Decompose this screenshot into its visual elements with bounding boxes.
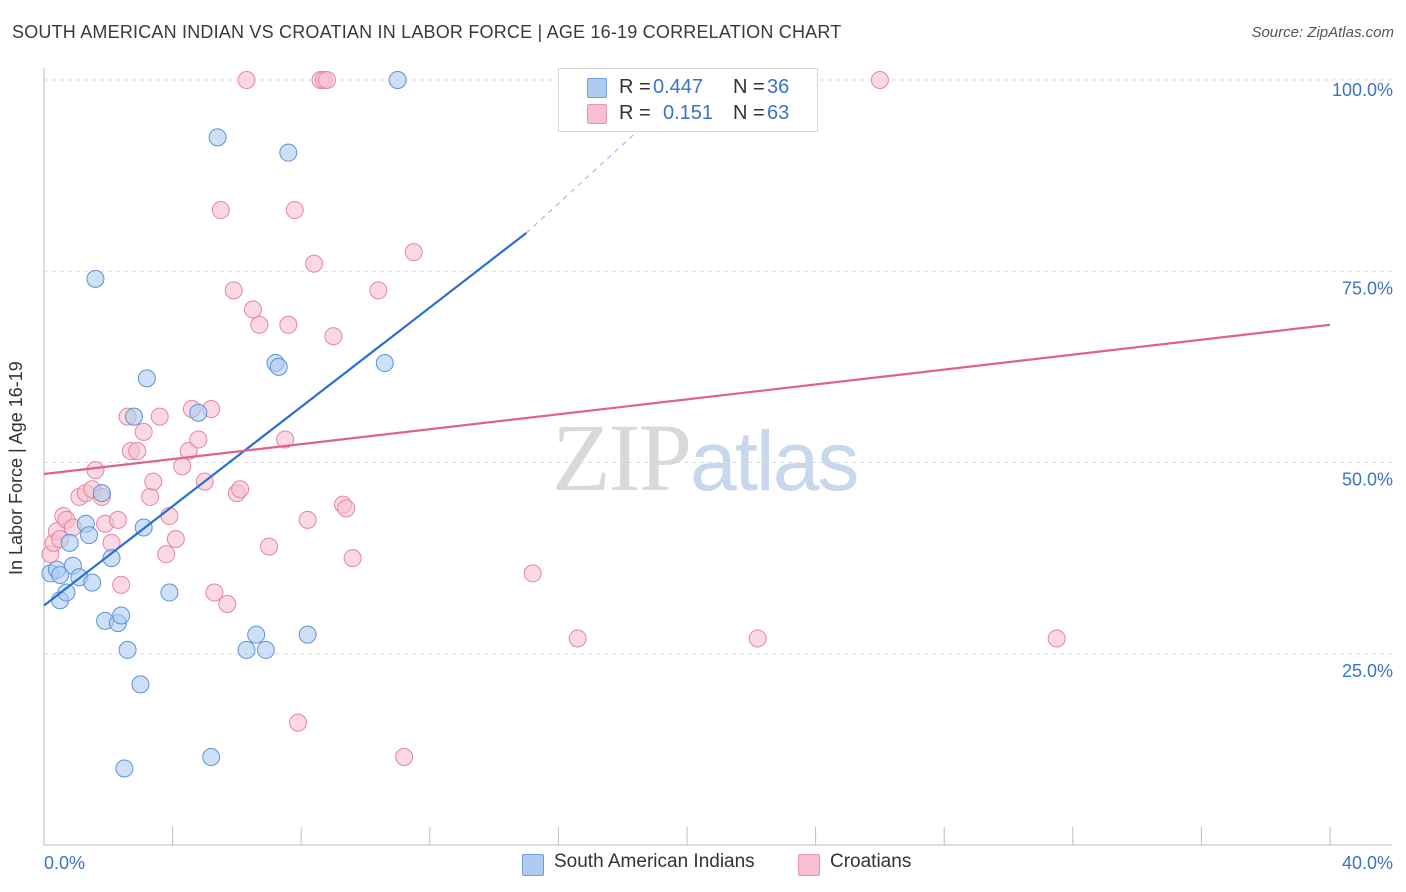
n-label: N = [733, 102, 765, 124]
data-point [279, 143, 298, 162]
data-point [57, 583, 76, 602]
data-point [404, 243, 423, 262]
stats-legend: R = 0.447 N = 36 R = 0.151 N = 63 [558, 68, 818, 132]
r-value: 0.151 [663, 102, 714, 124]
data-point [150, 407, 169, 426]
r-label: R = [619, 76, 651, 98]
trend-line-extension [525, 79, 694, 234]
data-point [160, 583, 179, 602]
data-point [288, 713, 307, 732]
data-point [337, 499, 356, 518]
n-value: 36 [767, 76, 790, 98]
n-label: N = [733, 76, 765, 98]
legend-label: South American Indians [554, 851, 755, 872]
data-point [568, 629, 587, 648]
data-point [260, 537, 279, 556]
data-point [80, 526, 99, 545]
data-point [343, 549, 362, 568]
data-point [189, 403, 208, 422]
data-point [102, 549, 121, 568]
data-point [131, 675, 150, 694]
data-point [298, 625, 317, 644]
data-point [247, 625, 266, 644]
data-point [166, 530, 185, 548]
data-point [748, 629, 767, 648]
data-point [112, 575, 131, 594]
data-point [285, 201, 304, 220]
data-point [237, 640, 256, 659]
data-point [179, 442, 198, 461]
data-point [189, 430, 208, 449]
data-point [205, 583, 224, 602]
data-point [118, 640, 137, 659]
watermark: ZIPatlas [552, 402, 859, 513]
data-point [256, 640, 275, 659]
data-point [211, 201, 230, 220]
y-axis-label: In Labor Force | Age 16-19 [6, 361, 26, 575]
data-point [375, 354, 394, 373]
data-point [115, 759, 134, 778]
data-point [395, 748, 414, 767]
data-point [298, 510, 317, 529]
chart-title: SOUTH AMERICAN INDIAN VS CROATIAN IN LAB… [12, 22, 842, 42]
legend-swatch-blue [587, 78, 607, 98]
data-point [60, 533, 79, 552]
data-point [269, 357, 288, 376]
data-point [237, 71, 256, 89]
data-point [141, 487, 160, 506]
y-tick-label: 75.0% [1342, 278, 1393, 298]
watermark-zip: ZIP [552, 404, 692, 511]
data-point [224, 281, 243, 300]
data-point [83, 573, 102, 592]
data-point [125, 407, 144, 426]
r-label: R = [619, 102, 651, 124]
trend-line-south-american-indians [43, 232, 527, 607]
data-point [218, 595, 237, 614]
data-point [160, 507, 179, 526]
data-point [279, 315, 298, 334]
data-point [51, 565, 70, 584]
data-point [317, 71, 336, 89]
x-tick-label: 0.0% [44, 853, 85, 873]
data-point [108, 510, 127, 529]
data-point [144, 472, 163, 491]
r-value: 0.447 [653, 76, 704, 98]
data-point [86, 461, 105, 480]
data-point [137, 369, 156, 388]
y-tick-label: 100.0% [1332, 80, 1393, 100]
legend-swatch-pink [587, 104, 607, 124]
y-tick-label: 50.0% [1342, 470, 1393, 490]
data-point [157, 545, 176, 564]
n-value: 63 [767, 102, 790, 124]
data-point [173, 457, 192, 476]
data-point [134, 422, 153, 441]
data-point [202, 748, 221, 767]
legend-swatch-blue [522, 854, 544, 876]
data-point [208, 128, 227, 147]
data-point [243, 300, 262, 319]
legend-label: Croatians [830, 851, 912, 872]
data-point [369, 281, 388, 300]
data-point [1047, 629, 1066, 648]
data-point [86, 269, 105, 288]
data-point [388, 71, 407, 89]
data-point [128, 442, 147, 461]
data-point [112, 606, 131, 625]
data-point [523, 564, 542, 583]
data-point [324, 327, 343, 346]
x-tick-label: 40.0% [1342, 853, 1393, 873]
data-point [231, 480, 250, 499]
watermark-atlas: atlas [690, 414, 859, 508]
data-point [250, 315, 269, 334]
source-label: Source: ZipAtlas.com [1251, 24, 1394, 41]
data-point [870, 71, 889, 89]
data-point [305, 254, 324, 273]
data-point [92, 484, 111, 503]
legend-swatch-pink [798, 854, 820, 876]
trend-line-croatians [43, 323, 1331, 476]
y-tick-label: 25.0% [1342, 661, 1393, 681]
data-point [276, 430, 295, 449]
